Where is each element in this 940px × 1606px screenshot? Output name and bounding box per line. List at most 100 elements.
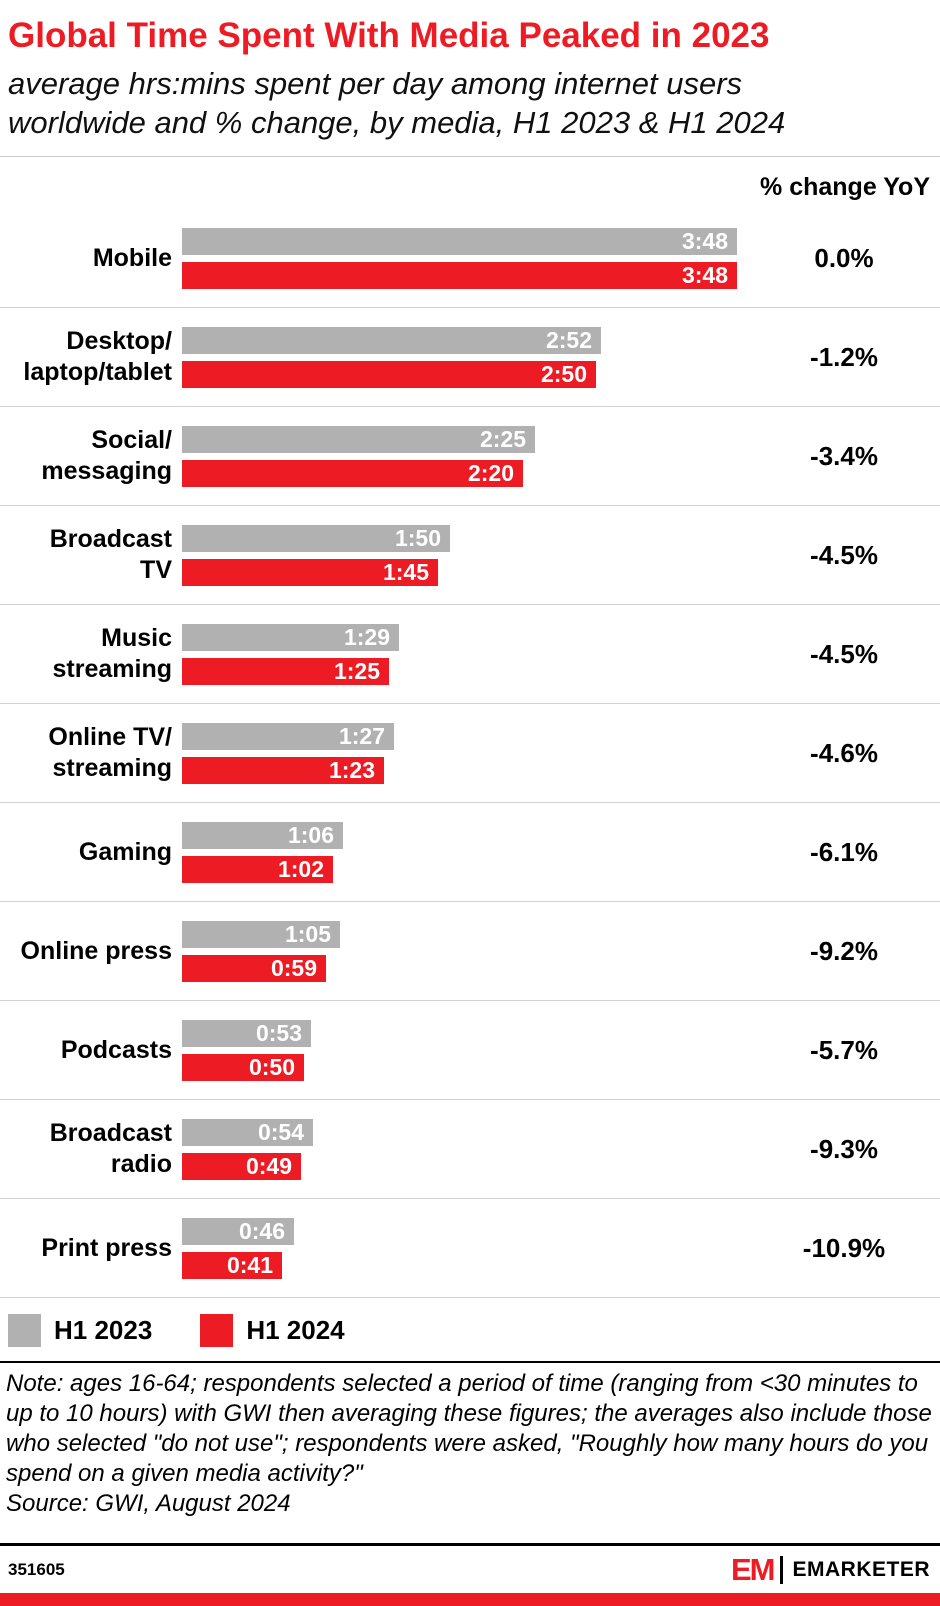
- pct-change-value: -4.5%: [810, 638, 878, 669]
- pct-change-value: -4.5%: [810, 539, 878, 570]
- bar-h1-2023: 1:50: [182, 524, 450, 552]
- pct-change-value: -9.2%: [810, 935, 878, 966]
- legend-item-h1-2023: H1 2023: [8, 1314, 153, 1348]
- pct-change-value: -5.7%: [810, 1034, 878, 1065]
- bar-h1-2023: 0:53: [182, 1019, 311, 1047]
- legend: H1 2023 H1 2024: [0, 1298, 940, 1361]
- chart-row: Print press 0:46 0:41 -10.9%: [0, 1199, 940, 1299]
- category-label: Broadcast radio: [49, 1119, 172, 1179]
- bar-value-label: 1:23: [328, 756, 375, 783]
- bar-value-label: 1:02: [277, 855, 324, 882]
- bar-group: 2:25 2:20: [182, 425, 748, 487]
- bar-value-label: 1:45: [382, 558, 429, 585]
- bar-group: 1:50 1:45: [182, 524, 748, 586]
- source-text: Source: GWI, August 2024: [6, 1490, 291, 1518]
- category-label: Mobile: [92, 243, 172, 272]
- bar-value-label: 1:27: [338, 722, 385, 749]
- category-label: Desktop/ laptop/tablet: [23, 327, 172, 387]
- chart-row: Social/ messaging 2:25 2:20 -3.4%: [0, 407, 940, 507]
- emarketer-logo: EM EMARKETER: [731, 1554, 930, 1585]
- bar-h1-2024: 0:49: [182, 1152, 301, 1180]
- bar-value-label: 2:25: [479, 425, 526, 452]
- bar-h1-2023: 0:54: [182, 1118, 313, 1146]
- legend-item-h1-2024: H1 2024: [200, 1314, 345, 1348]
- notes-block: Note: ages 16-64; respondents selected a…: [0, 1361, 940, 1523]
- bar-value-label: 1:06: [287, 821, 334, 848]
- chart-subtitle: average hrs:mins spent per day among int…: [8, 66, 786, 141]
- bar-h1-2024: 2:20: [182, 459, 523, 487]
- pct-change-value: 0.0%: [814, 242, 874, 273]
- bar-value-label: 2:52: [545, 326, 592, 353]
- bar-h1-2023: 1:06: [182, 821, 343, 849]
- bar-h1-2024: 2:50: [182, 360, 596, 388]
- bar-h1-2023: 0:46: [182, 1217, 294, 1245]
- category-label: Social/ messaging: [41, 426, 172, 486]
- category-label: Gaming: [78, 837, 172, 866]
- note-text: Note: ages 16-64; respondents selected a…: [6, 1370, 932, 1488]
- chart-row: Online press 1:05 0:59 -9.2%: [0, 902, 940, 1002]
- chart-header: Global Time Spent With Media Peaked in 2…: [0, 0, 940, 158]
- chart-rows: Mobile 3:48 3:48 0.0% Desktop/ laptop/tablet…: [0, 209, 940, 1299]
- bar-value-label: 3:48: [681, 227, 728, 254]
- pct-change-value: -6.1%: [810, 836, 878, 867]
- chart-row: Online TV/ streaming 1:27 1:23 -4.6%: [0, 704, 940, 804]
- bar-value-label: 0:49: [245, 1152, 292, 1179]
- bar-h1-2024: 0:41: [182, 1251, 282, 1279]
- chart-row: Mobile 3:48 3:48 0.0%: [0, 209, 940, 309]
- emarketer-logo-text: EMARKETER: [792, 1557, 930, 1581]
- bar-h1-2023: 2:25: [182, 425, 535, 453]
- emarketer-logo-mark: EM: [730, 1552, 775, 1587]
- category-label: Music streaming: [52, 624, 172, 684]
- bar-h1-2023: 2:52: [182, 326, 601, 354]
- bar-value-label: 0:46: [238, 1217, 285, 1244]
- pct-change-column-header: % change YoY: [760, 173, 930, 202]
- bar-group: 0:53 0:50: [182, 1019, 748, 1081]
- legend-swatch-h1-2024: [200, 1314, 234, 1348]
- chart-row: Desktop/ laptop/tablet 2:52 2:50 -1.2%: [0, 308, 940, 408]
- bar-h1-2024: 1:23: [182, 756, 384, 784]
- bar-value-label: 2:20: [467, 459, 514, 486]
- chart-row: Gaming 1:06 1:02 -6.1%: [0, 803, 940, 903]
- bar-value-label: 0:54: [257, 1118, 304, 1145]
- bar-value-label: 0:50: [248, 1053, 295, 1080]
- bar-h1-2024: 1:02: [182, 855, 333, 883]
- chart-id: 351605: [8, 1559, 65, 1579]
- bottom-accent-strip: [0, 1593, 940, 1606]
- bar-h1-2023: 1:29: [182, 623, 399, 651]
- category-label: Print press: [41, 1233, 172, 1262]
- bar-h1-2024: 0:50: [182, 1053, 304, 1081]
- pct-change-value: -3.4%: [810, 440, 878, 471]
- legend-label-h1-2023: H1 2023: [54, 1315, 153, 1346]
- bar-value-label: 0:41: [226, 1251, 273, 1278]
- bar-group: 0:46 0:41: [182, 1217, 748, 1279]
- pct-change-value: -4.6%: [810, 737, 878, 768]
- bar-group: 2:52 2:50: [182, 326, 748, 388]
- bar-value-label: 3:48: [681, 261, 728, 288]
- bar-h1-2023: 1:27: [182, 722, 394, 750]
- chart-row: Broadcast radio 0:54 0:49 -9.3%: [0, 1100, 940, 1200]
- bar-h1-2024: 0:59: [182, 954, 326, 982]
- page-title: Global Time Spent With Media Peaked in 2…: [8, 16, 770, 55]
- bar-group: 1:06 1:02: [182, 821, 748, 883]
- footer: 351605 EM EMARKETER: [0, 1543, 940, 1606]
- bar-group: 1:29 1:25: [182, 623, 748, 685]
- footer-row: 351605 EM EMARKETER: [0, 1543, 940, 1593]
- bar-value-label: 0:53: [255, 1019, 302, 1046]
- category-label: Broadcast TV: [49, 525, 172, 585]
- legend-swatch-h1-2023: [8, 1314, 41, 1348]
- bar-group: 3:48 3:48: [182, 227, 748, 289]
- category-label: Online press: [20, 936, 172, 965]
- bar-h1-2023: 1:05: [182, 920, 340, 948]
- bar-h1-2024: 1:25: [182, 657, 389, 685]
- logo-divider: [780, 1555, 784, 1584]
- bar-value-label: 1:25: [333, 657, 380, 684]
- bar-value-label: 0:59: [270, 954, 317, 981]
- bar-group: 0:54 0:49: [182, 1118, 748, 1180]
- category-label: Podcasts: [60, 1035, 172, 1064]
- bar-group: 1:27 1:23: [182, 722, 748, 784]
- bar-h1-2024: 3:48: [182, 261, 737, 289]
- bar-value-label: 1:05: [284, 920, 331, 947]
- bar-value-label: 1:29: [343, 623, 390, 650]
- chart-row: Music streaming 1:29 1:25 -4.5%: [0, 605, 940, 705]
- category-label: Online TV/ streaming: [48, 723, 172, 783]
